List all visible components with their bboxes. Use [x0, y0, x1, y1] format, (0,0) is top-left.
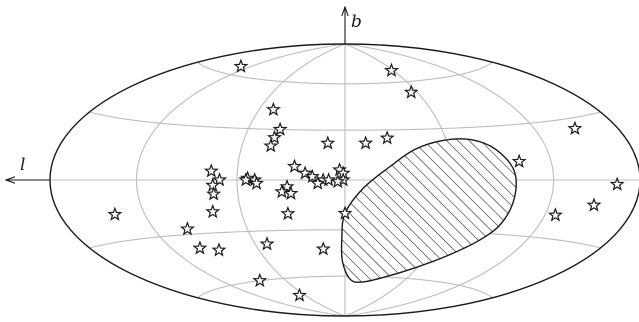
star-marker [320, 135, 336, 150]
parallel-line [197, 275, 493, 299]
star-marker [379, 130, 395, 145]
star-marker [315, 241, 331, 256]
star-marker [265, 101, 281, 117]
star-marker [297, 165, 313, 180]
star-marker [330, 173, 346, 189]
star-marker [291, 287, 308, 302]
star-marker [609, 176, 625, 191]
parallel-line [197, 61, 493, 85]
star-marker [205, 203, 221, 219]
parallel-line [89, 111, 601, 131]
hatched-region-layer [340, 138, 517, 283]
star-marker [304, 168, 320, 184]
star-marker [337, 205, 353, 220]
star-markers [107, 58, 625, 302]
star-marker [252, 272, 268, 288]
star-marker [283, 185, 299, 200]
star-marker [586, 197, 602, 212]
star-marker [274, 183, 290, 199]
x-axis-label: l [20, 155, 25, 175]
axes-layer: l b [6, 7, 362, 180]
star-marker [547, 207, 563, 222]
star-marker [203, 163, 219, 178]
star-marker [259, 236, 275, 251]
star-marker [286, 158, 303, 173]
star-marker [206, 186, 222, 201]
star-marker [205, 177, 221, 192]
star-marker [212, 172, 228, 187]
star-marker [567, 120, 583, 135]
star-marker [211, 242, 227, 257]
star-marker [280, 205, 296, 221]
star-marker [179, 221, 195, 236]
star-marker [321, 172, 337, 187]
y-axis-label: b [351, 12, 362, 32]
star-marker [310, 175, 326, 190]
star-marker [263, 138, 279, 153]
graticule-grid [50, 43, 639, 317]
star-marker [403, 84, 419, 99]
star-marker [192, 240, 208, 255]
star-marker [249, 175, 265, 190]
star-marker [383, 62, 400, 77]
star-marker [266, 129, 283, 145]
star-marker [272, 121, 288, 136]
hatched-region [340, 138, 517, 283]
star-marker [107, 206, 123, 221]
star-marker [511, 153, 527, 168]
star-marker [358, 135, 374, 150]
star-marker [233, 58, 249, 73]
